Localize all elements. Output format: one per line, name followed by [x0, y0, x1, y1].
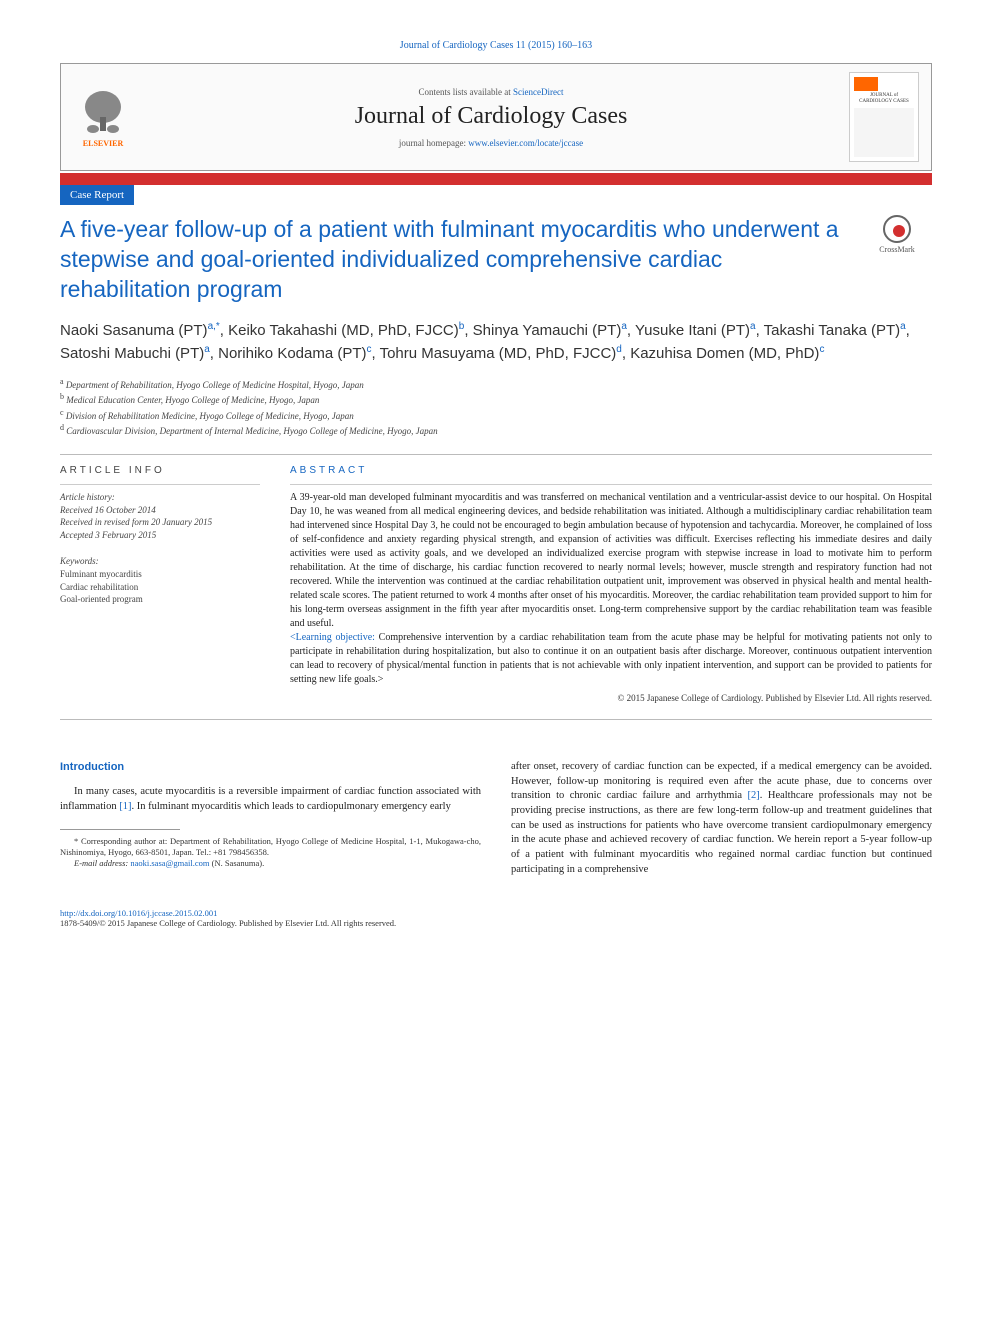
footnote-separator: [60, 829, 180, 830]
affiliation-line: d Cardiovascular Division, Department of…: [60, 422, 932, 438]
introduction-heading: Introduction: [60, 760, 481, 775]
journal-cover-thumb: JOURNAL of CARDIOLOGY CASES: [849, 72, 919, 162]
section-divider-2: [60, 719, 932, 720]
abstract-copyright: © 2015 Japanese College of Cardiology. P…: [290, 693, 932, 703]
article-body: Introduction In many cases, acute myocar…: [60, 760, 932, 878]
section-divider: [60, 454, 932, 455]
affiliation-line: b Medical Education Center, Hyogo Colleg…: [60, 391, 932, 407]
affiliations: a Department of Rehabilitation, Hyogo Co…: [60, 376, 932, 438]
affiliation-line: a Department of Rehabilitation, Hyogo Co…: [60, 376, 932, 392]
col2b: . Healthcare professionals may not be pr…: [511, 790, 932, 874]
red-divider-bar: [60, 173, 932, 185]
journal-header: ELSEVIER Contents lists available at Sci…: [60, 63, 932, 171]
journal-name: Journal of Cardiology Cases: [133, 103, 849, 130]
article-title: A five-year follow-up of a patient with …: [60, 215, 852, 305]
corresponding-footnote: * Corresponding author at: Department of…: [60, 836, 481, 869]
email-label: E-mail address:: [74, 858, 130, 868]
author-email-link[interactable]: naoki.sasa@gmail.com: [130, 858, 209, 868]
keyword-item: Cardiac rehabilitation: [60, 581, 260, 594]
history-line: Received 16 October 2014: [60, 504, 260, 517]
corresponding-text: * Corresponding author at: Department of…: [60, 836, 481, 858]
contents-available: Contents lists available at ScienceDirec…: [133, 87, 849, 97]
keywords-block: Keywords: Fulminant myocarditisCardiac r…: [60, 555, 260, 605]
doi-link[interactable]: http://dx.doi.org/10.1016/j.jccase.2015.…: [60, 908, 217, 918]
history-line: Accepted 3 February 2015: [60, 529, 260, 542]
article-history: Article history: Received 16 October 201…: [60, 491, 260, 541]
learning-text: Comprehensive intervention by a cardiac …: [290, 632, 932, 685]
keywords-title: Keywords:: [60, 555, 260, 568]
elsevier-name: ELSEVIER: [83, 139, 123, 148]
header-citation: Journal of Cardiology Cases 11 (2015) 16…: [60, 40, 932, 51]
body-col2: after onset, recovery of cardiac functio…: [511, 760, 932, 878]
homepage-link[interactable]: www.elsevier.com/locate/jccase: [468, 138, 583, 148]
abstract-block: ABSTRACT A 39-year-old man developed ful…: [290, 465, 932, 703]
page-footer: http://dx.doi.org/10.1016/j.jccase.2015.…: [60, 908, 932, 928]
homepage-prefix: journal homepage:: [399, 138, 468, 148]
abstract-heading: ABSTRACT: [290, 465, 932, 476]
article-info-heading: ARTICLE INFO: [60, 465, 260, 476]
crossmark-label: CrossMark: [879, 245, 915, 254]
email-suffix: (N. Sasanuma).: [209, 858, 264, 868]
citation-1[interactable]: [1]: [119, 801, 131, 812]
intro-p1b: . In fulminant myocarditis which leads t…: [131, 801, 450, 812]
journal-homepage: journal homepage: www.elsevier.com/locat…: [133, 138, 849, 148]
citation-2[interactable]: [2]: [748, 790, 760, 801]
intro-paragraph-1: In many cases, acute myocarditis is a re…: [60, 785, 481, 814]
history-title: Article history:: [60, 491, 260, 504]
contents-prefix: Contents lists available at: [419, 87, 513, 97]
abstract-text: A 39-year-old man developed fulminant my…: [290, 491, 932, 687]
article-type-label: Case Report: [60, 185, 134, 205]
authors-list: Naoki Sasanuma (PT)a,*, Keiko Takahashi …: [60, 319, 932, 366]
issn-line: 1878-5409/© 2015 Japanese College of Car…: [60, 918, 396, 928]
elsevier-logo: ELSEVIER: [73, 82, 133, 152]
elsevier-tree-icon: [78, 87, 128, 137]
keyword-item: Goal-oriented program: [60, 593, 260, 606]
learning-label: <Learning objective:: [290, 632, 375, 643]
abstract-body: A 39-year-old man developed fulminant my…: [290, 492, 932, 629]
history-line: Received in revised form 20 January 2015: [60, 516, 260, 529]
thumb-title: JOURNAL of CARDIOLOGY CASES: [854, 93, 914, 104]
crossmark-icon: [883, 215, 911, 243]
sciencedirect-link[interactable]: ScienceDirect: [513, 87, 563, 97]
article-info-block: ARTICLE INFO Article history: Received 1…: [60, 465, 260, 703]
crossmark-badge[interactable]: CrossMark: [862, 215, 932, 255]
affiliation-line: c Division of Rehabilitation Medicine, H…: [60, 407, 932, 423]
keyword-item: Fulminant myocarditis: [60, 568, 260, 581]
